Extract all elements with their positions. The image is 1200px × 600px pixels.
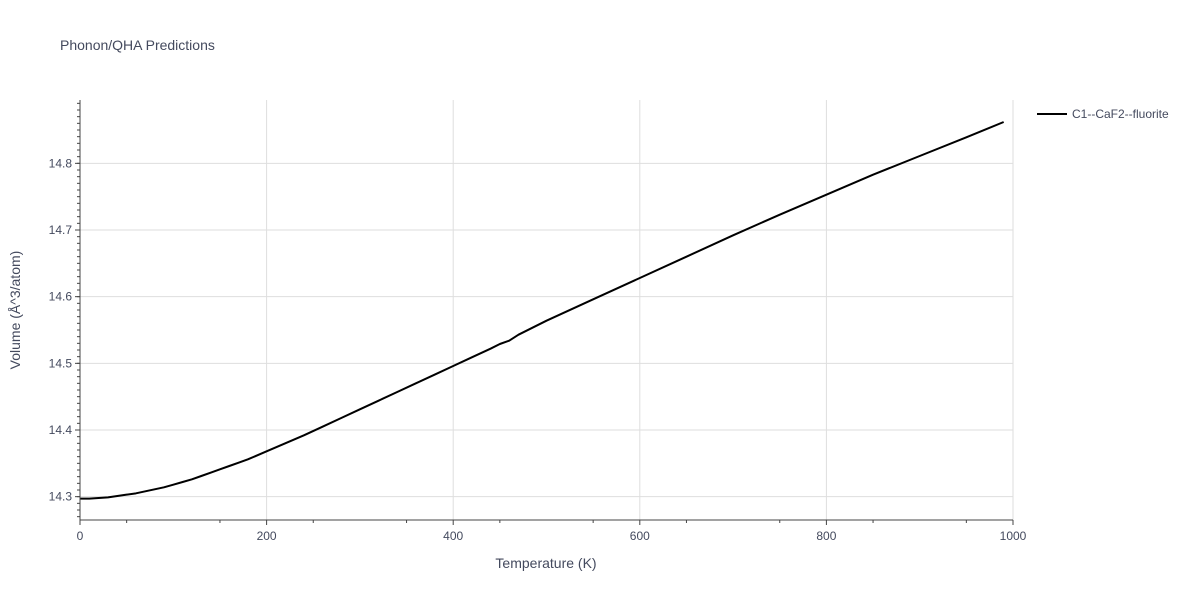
legend[interactable]: C1--CaF2--fluorite xyxy=(1037,107,1169,121)
x-tick-label: 400 xyxy=(443,529,463,543)
axes: 0 200 400 600 800 1000 14.3 14.4 14.5 14.6 14.7 14.… xyxy=(49,100,1027,543)
chart-title: Phonon/QHA Predictions xyxy=(60,37,215,53)
x-tick-label: 800 xyxy=(816,529,836,543)
y-tick-label: 14.4 xyxy=(49,423,73,437)
series-layer xyxy=(80,121,1005,500)
y-tick-label: 14.8 xyxy=(49,156,73,170)
y-axis-title: Volume (Å^3/atom) xyxy=(7,251,23,370)
x-tick-label: 1000 xyxy=(1000,529,1027,543)
x-axis-title: Temperature (K) xyxy=(495,555,596,571)
legend-label[interactable]: C1--CaF2--fluorite xyxy=(1072,107,1169,121)
x-tick-label: 200 xyxy=(257,529,277,543)
y-tick-label: 14.7 xyxy=(49,223,73,237)
y-tick-label: 14.5 xyxy=(49,356,73,370)
grid xyxy=(80,100,1014,520)
x-tick-label: 600 xyxy=(630,529,650,543)
y-tick-label: 14.6 xyxy=(49,290,73,304)
series-line xyxy=(80,121,1005,500)
x-tick-label: 0 xyxy=(77,529,84,543)
y-tick-label: 14.3 xyxy=(49,490,73,504)
